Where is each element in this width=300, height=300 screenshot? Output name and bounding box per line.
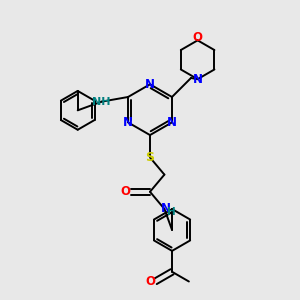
Text: O: O	[146, 275, 155, 288]
Text: N: N	[167, 116, 177, 129]
Text: S: S	[146, 151, 154, 164]
Text: N: N	[123, 116, 133, 129]
Text: N: N	[193, 73, 202, 86]
Text: N: N	[161, 202, 171, 214]
Text: O: O	[121, 185, 131, 198]
Text: H: H	[167, 207, 175, 217]
Text: NH: NH	[92, 97, 111, 107]
Text: N: N	[145, 78, 155, 91]
Text: O: O	[193, 32, 202, 44]
